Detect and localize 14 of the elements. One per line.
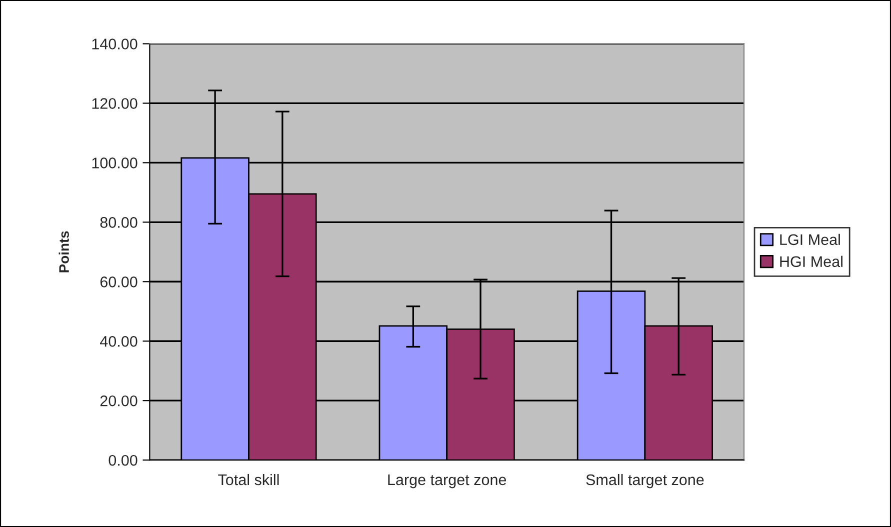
y-axis-title: Points	[58, 231, 69, 272]
y-tick-label: 40.00	[100, 336, 138, 347]
legend-label: LGI Meal	[780, 234, 840, 246]
y-tick-label: 20.00	[100, 395, 138, 406]
y-tick-label: 120.00	[92, 98, 138, 109]
y-tick-label: 0.00	[108, 454, 138, 466]
x-tick-label: Large target zone	[388, 474, 506, 488]
legend-label: HGI Meal	[780, 256, 842, 268]
x-tick-label: Total skill	[218, 474, 279, 486]
x-tick-label: Small target zone	[586, 474, 704, 488]
y-tick-label: 140.00	[92, 38, 138, 50]
y-tick-label: 60.00	[100, 276, 138, 288]
y-tick-label: 80.00	[100, 217, 138, 228]
y-tick-label: 100.00	[92, 158, 138, 168]
